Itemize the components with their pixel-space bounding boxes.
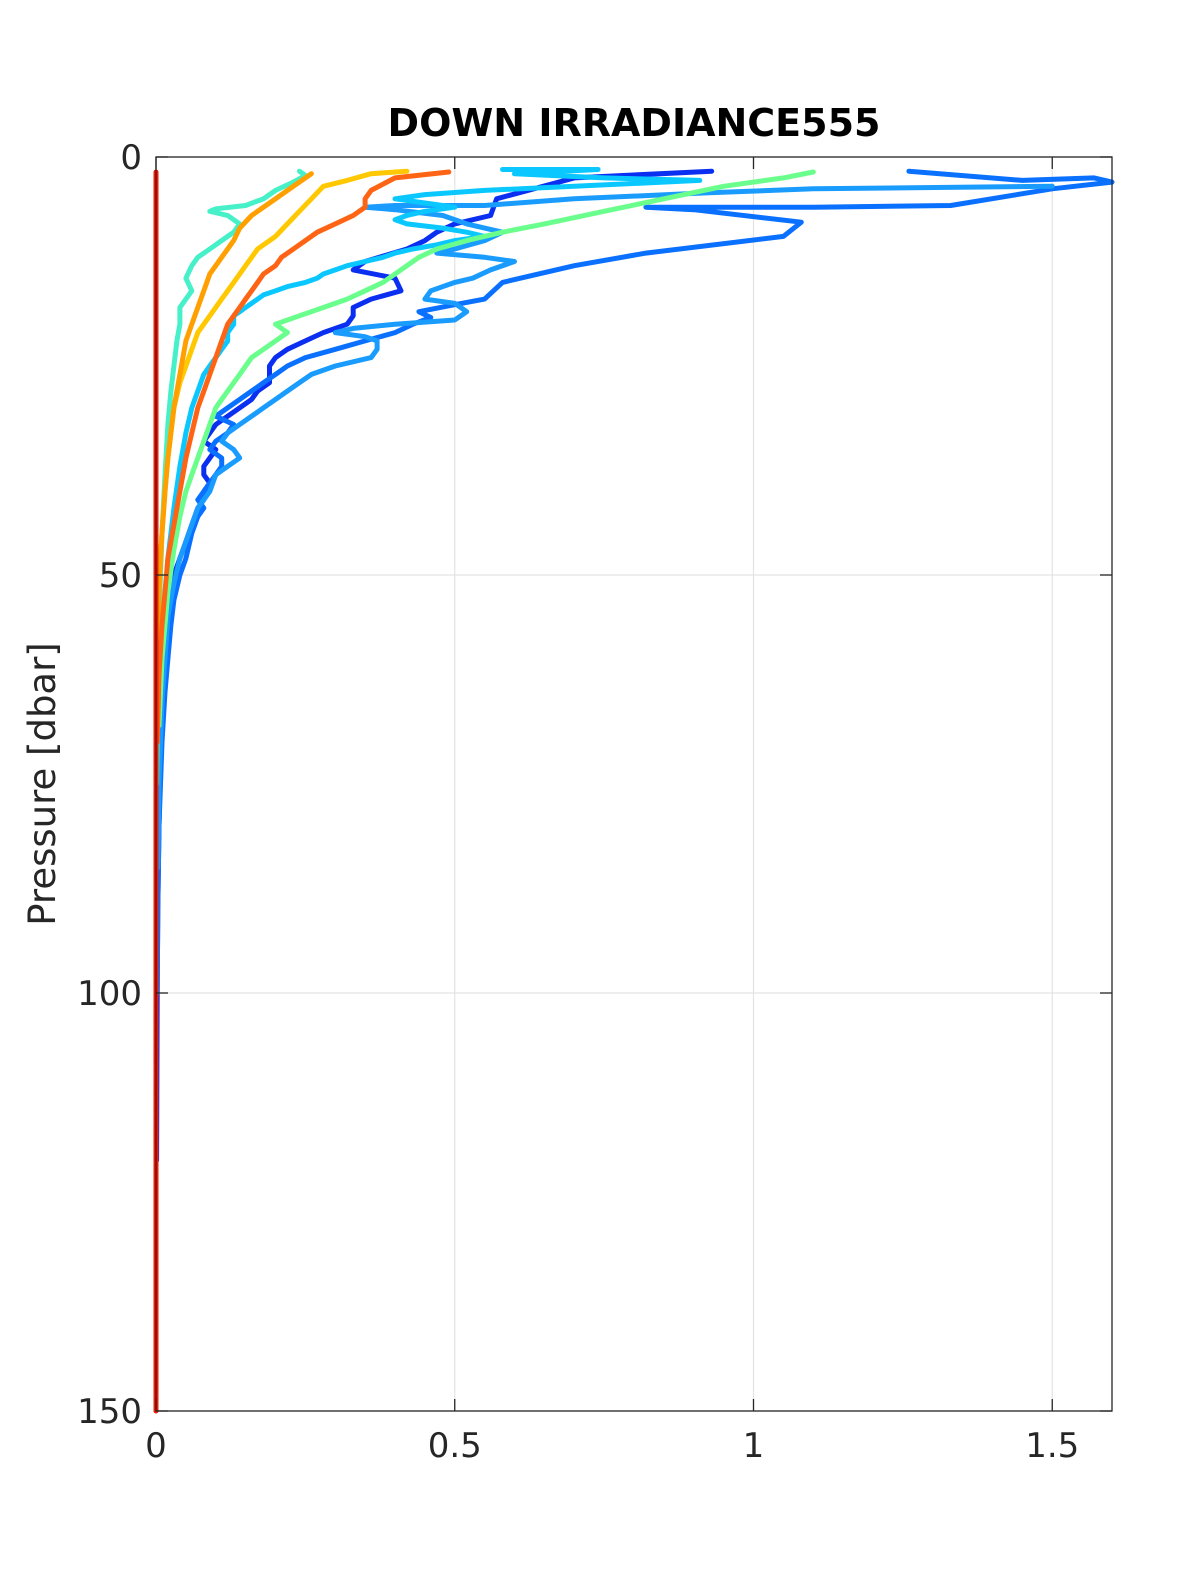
series-line-5 bbox=[154, 168, 308, 787]
y-tick-label: 0 bbox=[120, 138, 142, 178]
x-tick-label: 1 bbox=[743, 1426, 765, 1466]
series-line-6 bbox=[156, 169, 816, 728]
plot-frame bbox=[155, 156, 1113, 1412]
series-line-9 bbox=[154, 169, 452, 745]
series-line-7 bbox=[154, 168, 410, 703]
ticks bbox=[155, 156, 1112, 1412]
tick-labels: 0 0.5 1 1.5 0 50 100 150 bbox=[77, 138, 1079, 1466]
x-tick-label: 0 bbox=[145, 1426, 167, 1466]
series-line-3 bbox=[155, 183, 1055, 871]
series-line-8 bbox=[154, 171, 314, 662]
series-line-2 bbox=[154, 168, 1115, 996]
y-tick-label: 100 bbox=[77, 974, 142, 1014]
series-line-4 bbox=[156, 167, 703, 703]
y-tick-label: 150 bbox=[77, 1392, 142, 1432]
y-axis-label: Pressure [dbar] bbox=[21, 642, 64, 925]
chart-title: DOWN IRRADIANCE555 bbox=[388, 101, 881, 145]
series-layer bbox=[153, 167, 1115, 1414]
x-tick-label: 1.5 bbox=[1025, 1426, 1079, 1466]
y-tick-label: 50 bbox=[99, 556, 142, 596]
x-tick-label: 0.5 bbox=[428, 1426, 482, 1466]
